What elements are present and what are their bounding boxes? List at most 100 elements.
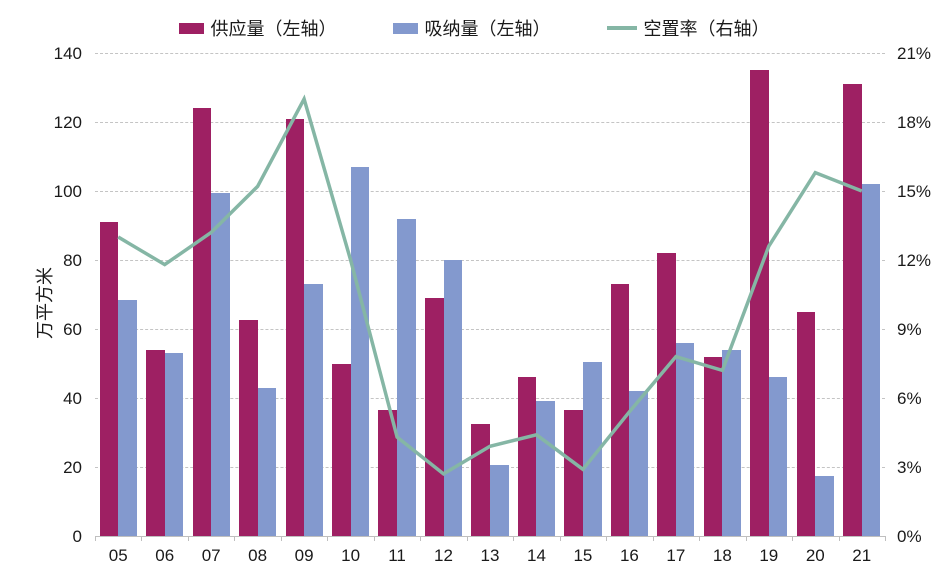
- supply-bar: [750, 70, 769, 536]
- right-axis-tick-label: 12%: [897, 251, 932, 270]
- x-axis-tick: [234, 536, 236, 541]
- left-axis-tick-label: 120: [53, 113, 82, 132]
- x-axis-tick: [187, 536, 189, 541]
- left-axis-tick-label: 60: [63, 320, 82, 339]
- supply-bar: [99, 222, 119, 536]
- absorption-bar: [629, 391, 648, 536]
- x-axis-tick-label: 08: [248, 546, 268, 565]
- x-axis-tick: [95, 536, 96, 541]
- legend: 供应量（左轴） 吸纳量（左轴） 空置率（右轴）: [0, 12, 948, 44]
- x-axis-tick: [606, 536, 608, 541]
- left-axis-tick-label: 40: [63, 389, 82, 408]
- right-axis-tick-label: 0%: [897, 527, 922, 546]
- x-axis-tick: [373, 536, 375, 541]
- x-axis-tick: [559, 536, 561, 541]
- x-axis-tick-label: 16: [619, 546, 639, 565]
- absorption-bar: [211, 192, 230, 536]
- x-axis-tick-label: 21: [852, 546, 872, 565]
- x-axis-tick: [141, 536, 143, 541]
- supply-bar: [796, 311, 816, 536]
- right-axis-tick-label: 9%: [897, 320, 922, 339]
- x-axis-tick-label: 06: [155, 546, 175, 565]
- x-axis-tick: [699, 536, 701, 541]
- absorption-bar: [257, 387, 277, 536]
- right-axis-tick-label: 3%: [897, 458, 922, 477]
- supply-bar: [424, 297, 444, 536]
- x-axis-line: [95, 536, 885, 537]
- supply-bar: [192, 108, 212, 536]
- left-axis-tick-label: 100: [53, 182, 82, 201]
- absorption-bar: [815, 475, 834, 536]
- supply-bar: [471, 423, 490, 536]
- supply-bar: [332, 363, 351, 536]
- absorption-bar: [164, 353, 184, 536]
- supply-bar: [378, 410, 398, 536]
- right-axis-tick-label: 18%: [897, 113, 932, 132]
- x-axis-tick-label: 12: [434, 546, 453, 565]
- supply-bar: [657, 253, 676, 536]
- absorption-bar: [768, 377, 788, 536]
- right-axis-tick-label: 6%: [897, 389, 922, 408]
- left-axis-tick-label: 80: [63, 251, 82, 270]
- right-axis-tick-label: 15%: [897, 182, 932, 201]
- absorption-bar: [397, 218, 416, 536]
- supply-bar: [843, 84, 862, 536]
- x-axis-tick-label: 10: [341, 546, 361, 565]
- right-axis-tick-label: 21%: [897, 44, 932, 63]
- x-axis-tick: [885, 536, 886, 541]
- absorption-swatch-icon: [392, 22, 418, 34]
- gridline: [95, 260, 885, 261]
- plot-area: [95, 53, 886, 541]
- x-axis-tick-label: 17: [666, 546, 686, 565]
- vacancy-swatch-icon: [606, 26, 637, 30]
- gridline: [95, 191, 885, 192]
- supply-bar: [564, 410, 583, 536]
- x-axis-tick-label: 11: [388, 546, 406, 565]
- supply-swatch-icon: [178, 22, 204, 34]
- x-axis-tick-label: 18: [712, 546, 732, 565]
- legend-label-supply: 供应量（左轴）: [210, 19, 337, 39]
- absorption-bar: [582, 361, 602, 536]
- x-axis-tick-label: 09: [294, 546, 314, 565]
- x-axis-tick: [838, 536, 840, 541]
- supply-bar: [703, 356, 723, 536]
- absorption-bar: [350, 166, 370, 536]
- x-axis-tick-label: 14: [527, 546, 546, 565]
- absorption-bar: [675, 342, 695, 536]
- x-axis-tick: [280, 536, 282, 541]
- absorption-bar: [304, 284, 323, 536]
- legend-item-vacancy: 空置率（右轴）: [606, 15, 770, 41]
- x-axis-tick-label: 05: [108, 546, 128, 565]
- gridline: [95, 122, 885, 123]
- left-axis-tick-label: 140: [53, 44, 82, 63]
- x-axis-tick-label: 15: [573, 546, 593, 565]
- x-axis-tick-label: 20: [805, 546, 825, 565]
- left-axis-tick-label: 20: [63, 458, 82, 477]
- legend-label-vacancy: 空置率（右轴）: [643, 19, 770, 39]
- x-axis-tick: [745, 536, 747, 541]
- legend-item-supply: 供应量（左轴）: [178, 15, 337, 41]
- x-axis-tick: [327, 536, 329, 541]
- vacancy-rate-line: [117, 94, 863, 477]
- absorption-bar: [722, 349, 741, 536]
- absorption-bar: [490, 465, 509, 536]
- supply-bar: [517, 377, 537, 536]
- absorption-bar: [118, 299, 137, 536]
- supply-bar: [146, 349, 165, 536]
- left-axis-tick-label: 0: [72, 527, 82, 546]
- supply-bar: [285, 118, 305, 536]
- legend-item-absorption: 吸纳量（左轴）: [392, 15, 551, 41]
- x-axis-tick: [466, 536, 468, 541]
- x-axis-tick-label: 19: [759, 546, 779, 565]
- gridline: [95, 53, 885, 54]
- x-axis-tick-label: 13: [480, 546, 500, 565]
- absorption-bar: [861, 184, 881, 536]
- gridline: [95, 398, 885, 399]
- x-axis-tick: [513, 536, 515, 541]
- x-axis-tick: [792, 536, 794, 541]
- gridline: [95, 329, 885, 330]
- x-axis-tick-label: 07: [201, 546, 221, 565]
- supply-bar: [610, 284, 630, 536]
- absorption-bar: [536, 401, 556, 536]
